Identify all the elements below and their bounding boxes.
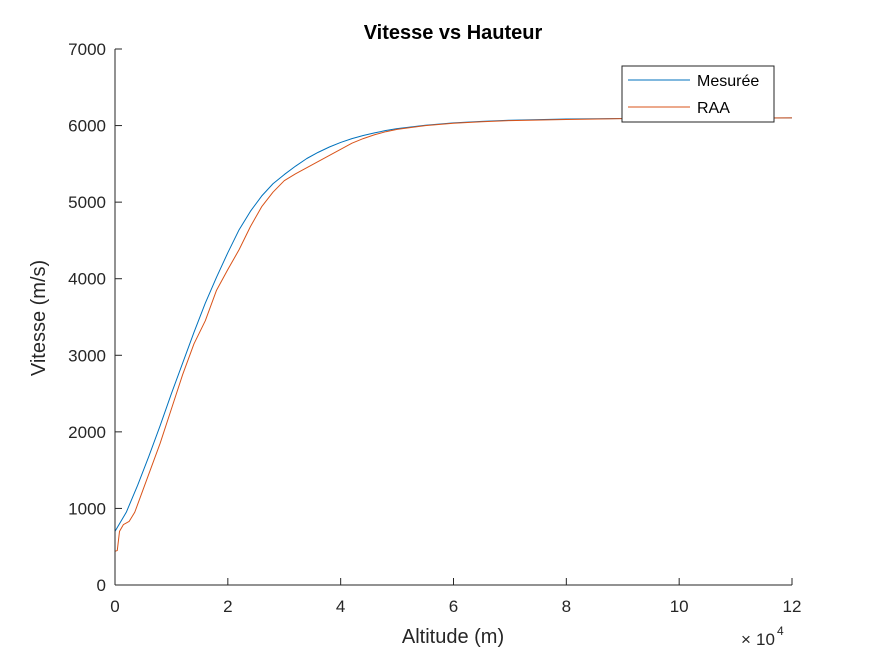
x-axis-label: Altitude (m) <box>402 626 504 648</box>
axes-background <box>115 49 792 585</box>
x-axis-ticks: 0 2 4 6 8 10 12 <box>110 578 801 616</box>
series-line-raa <box>114 117 793 552</box>
y-tick-label: 2000 <box>68 423 106 442</box>
x-tick-label: 6 <box>449 597 458 616</box>
legend-label-raa: RAA <box>697 100 730 117</box>
series-layer <box>114 117 793 552</box>
x-exponent-base: 10 <box>756 630 775 649</box>
legend-label-mesuree: Mesurée <box>697 73 759 90</box>
legend-box <box>621 65 775 123</box>
y-tick-label: 7000 <box>68 40 106 59</box>
y-tick-label: 5000 <box>68 193 106 212</box>
y-tick-label: 4000 <box>68 270 106 289</box>
x-tick-label: 4 <box>336 597 345 616</box>
x-exponent-power: 4 <box>777 624 784 638</box>
y-axis-ticks: 0 1000 2000 3000 4000 5000 6000 7000 <box>68 40 122 595</box>
x-axis-exponent: × 10 4 <box>741 624 784 649</box>
y-tick-label: 0 <box>97 576 106 595</box>
legend: Mesurée RAA <box>621 65 775 123</box>
plot-area: 0 2 4 6 8 10 12 0 1000 2000 3000 4000 5000 6000 7000 <box>68 40 801 616</box>
y-tick-label: 1000 <box>68 499 106 518</box>
x-tick-label: 0 <box>110 597 119 616</box>
x-exponent-prefix: × <box>741 630 751 649</box>
y-tick-label: 3000 <box>68 346 106 365</box>
x-tick-label: 8 <box>562 597 571 616</box>
chart-title: Vitesse vs Hauteur <box>364 22 543 44</box>
y-tick-label: 6000 <box>68 117 106 136</box>
x-tick-label: 2 <box>223 597 232 616</box>
x-tick-label: 12 <box>783 597 802 616</box>
y-axis-label: Vitesse (m/s) <box>28 260 50 376</box>
x-tick-label: 10 <box>670 597 689 616</box>
